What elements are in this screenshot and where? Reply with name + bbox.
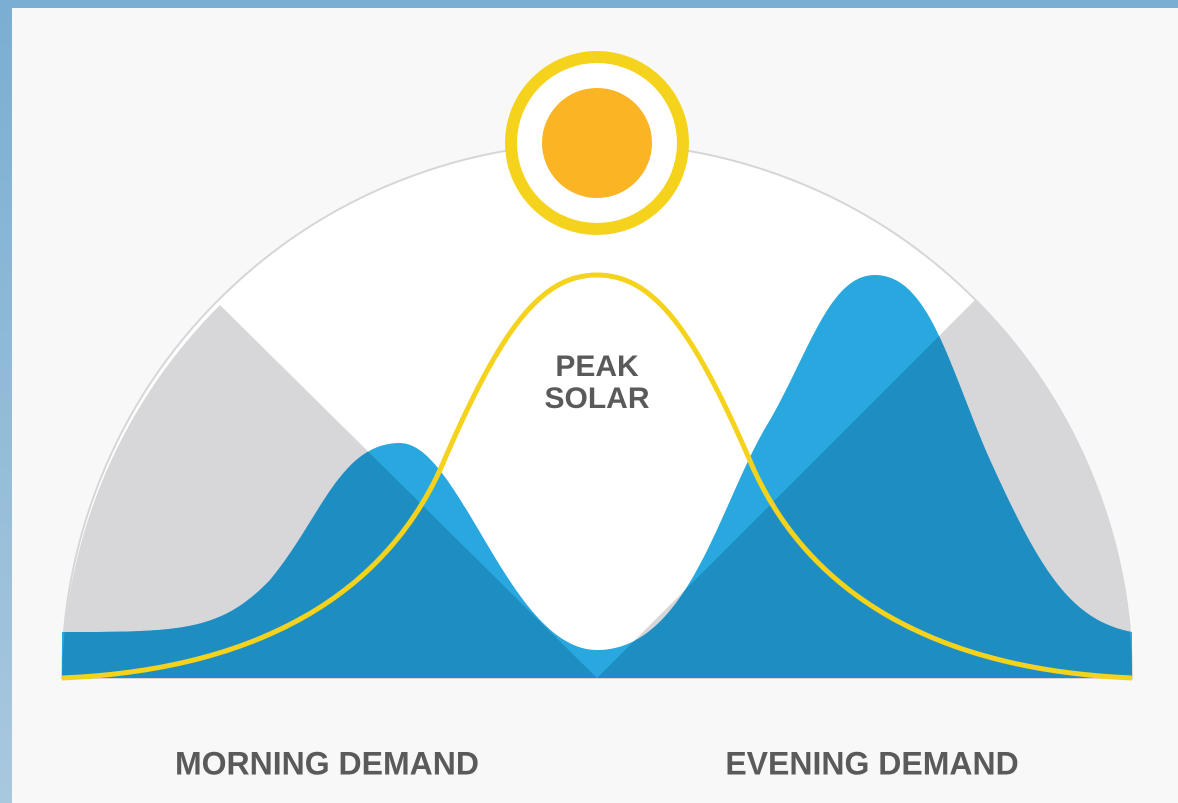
evening-label: EVENING DEMAND — [725, 745, 1018, 781]
peak-label: PEAK — [555, 350, 639, 383]
peak-label: SOLAR — [545, 382, 650, 415]
morning-label: MORNING DEMAND — [175, 745, 479, 781]
sun — [542, 88, 652, 198]
solar-curve — [61, 272, 1133, 681]
